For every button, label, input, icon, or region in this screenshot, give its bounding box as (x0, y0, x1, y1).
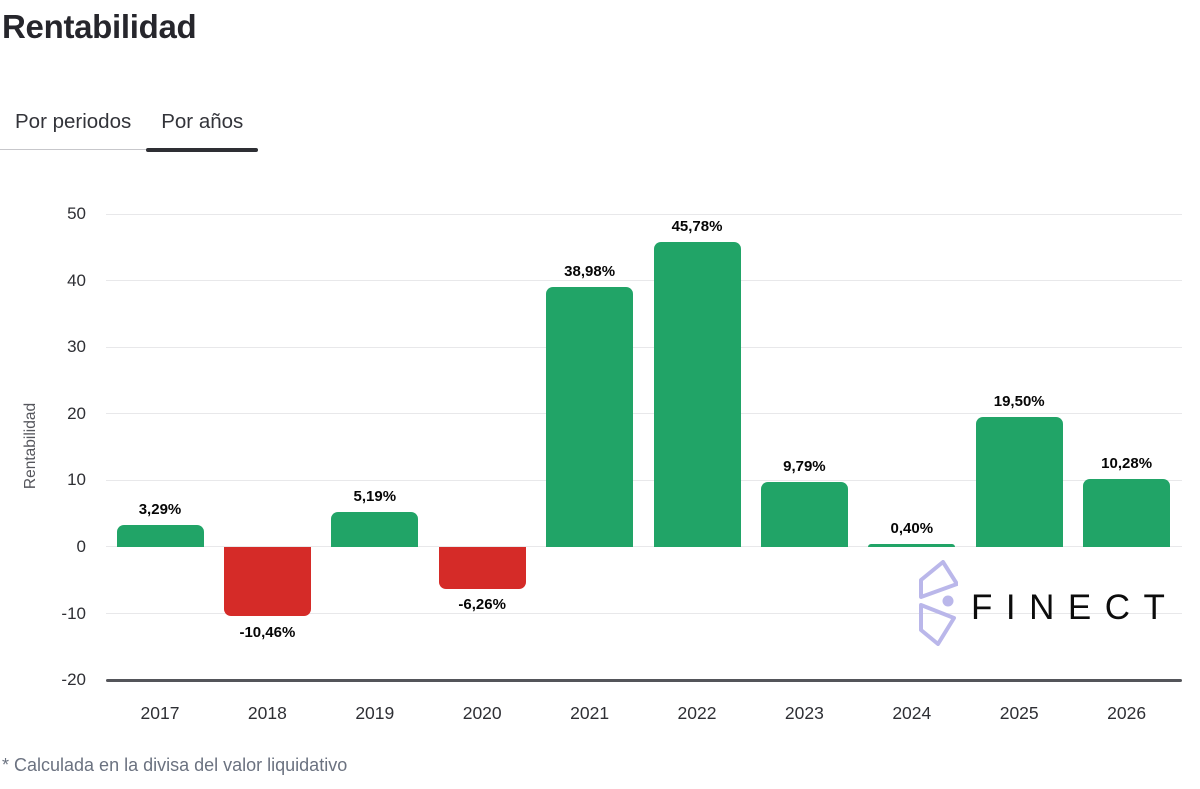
bar-2021[interactable] (546, 287, 634, 547)
value-label-2020: -6,26% (458, 595, 506, 613)
x-axis-line (106, 678, 1182, 682)
x-tick-label-2018: 2018 (247, 703, 287, 723)
finect-watermark: FINECT (901, 557, 1178, 654)
y-tick-label-0: 0 (76, 536, 86, 556)
bar-2024[interactable] (868, 544, 956, 547)
tab-por-periodos[interactable]: Por periodos (15, 110, 132, 133)
finect-watermark-text: FINECT (971, 588, 1179, 627)
tab-bar: Por periodos Por años (0, 110, 259, 152)
bar-2022[interactable] (653, 242, 741, 547)
y-tick-label--20: -20 (61, 670, 86, 689)
value-label-2017: 3,29% (138, 501, 182, 518)
y-tick-label-10: 10 (67, 470, 86, 490)
gridline-40 (106, 280, 1182, 282)
x-tick-label-2017: 2017 (140, 703, 180, 723)
gridline-30 (106, 346, 1182, 348)
value-label-2025: 19,50% (993, 393, 1045, 411)
gridline-10 (106, 479, 1182, 481)
value-label-2022: 45,78% (671, 218, 723, 236)
y-tick-label--10: -10 (61, 603, 86, 623)
bar-2018[interactable] (223, 546, 311, 617)
finect-logo-icon (901, 557, 959, 654)
chart-footnote: * Calculada en la divisa del valor liqui… (2, 755, 348, 775)
gridline--10 (106, 613, 1182, 614)
value-label-2026: 10,28% (1101, 454, 1153, 472)
y-tick-label-40: 40 (67, 270, 86, 290)
bar-2023[interactable] (760, 481, 848, 547)
gridline-50 (106, 213, 1182, 215)
y-tick-label-50: 50 (67, 204, 86, 223)
x-tick-label-2022: 2022 (677, 703, 717, 723)
value-label-2018: -10,46% (239, 623, 296, 641)
y-tick-label-20: 20 (67, 403, 86, 423)
bar-2019[interactable] (331, 512, 419, 547)
tab-por-anos[interactable]: Por años (146, 110, 259, 152)
value-label-2024: 0,40% (890, 520, 934, 538)
x-tick-label-2020: 2020 (462, 703, 502, 723)
x-tick-label-2021: 2021 (570, 703, 610, 723)
x-tick-label-2026: 2026 (1107, 703, 1147, 723)
gridline-0 (106, 546, 1182, 548)
x-tick-label-2023: 2023 (784, 703, 824, 723)
y-tick-label-30: 30 (67, 337, 86, 357)
bar-2020[interactable] (438, 546, 526, 589)
bar-2025[interactable] (975, 417, 1063, 547)
bar-2026[interactable] (1083, 478, 1171, 547)
x-tick-label-2025: 2025 (999, 703, 1039, 723)
value-label-2019: 5,19% (353, 488, 397, 506)
x-tick-label-2019: 2019 (355, 703, 395, 723)
value-label-2023: 9,79% (783, 457, 826, 475)
x-tick-label-2024: 2024 (892, 703, 932, 723)
page-title: Rentabilidad (2, 8, 197, 45)
value-label-2021: 38,98% (564, 263, 616, 281)
gridline-20 (106, 413, 1182, 415)
bar-2017[interactable] (116, 525, 204, 547)
y-axis-title: Rentabilidad (22, 402, 39, 490)
